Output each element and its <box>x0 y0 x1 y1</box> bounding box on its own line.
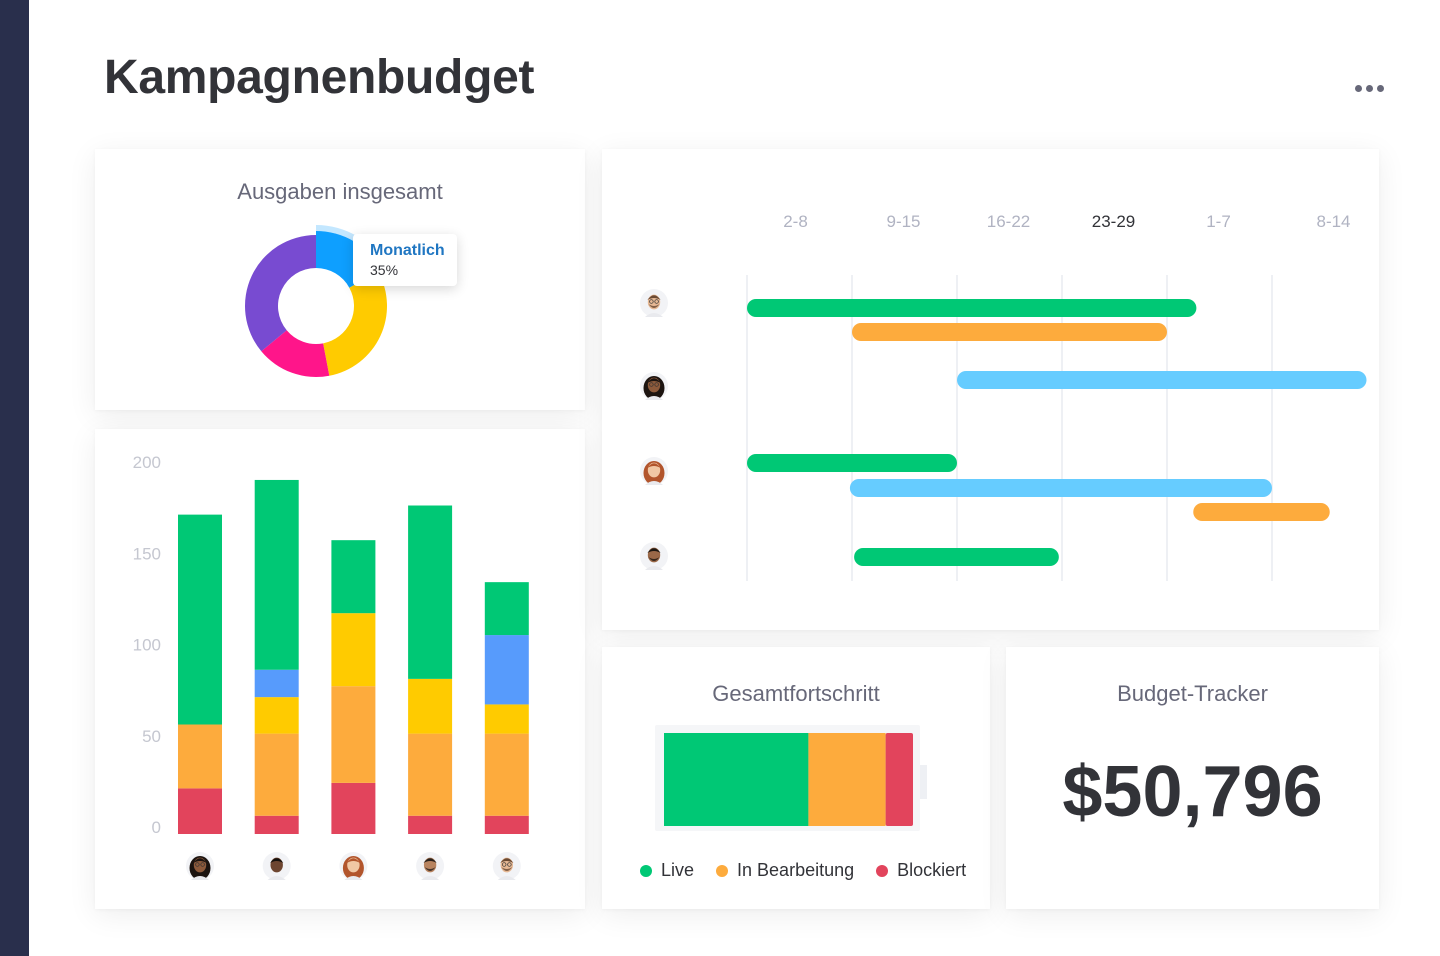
left-sidebar[interactable] <box>0 0 29 956</box>
timeline-column-label: 16-22 <box>987 212 1030 231</box>
avatar[interactable] <box>640 372 668 400</box>
stacked-bar-widget[interactable]: 200 150 100 50 0 <box>95 429 585 909</box>
bar-segment[interactable] <box>254 479 299 670</box>
budget-tracker-widget[interactable]: Budget-Tracker $50,796 <box>1006 647 1379 909</box>
y-tick-label: 50 <box>142 727 161 746</box>
legend-label: In Bearbeitung <box>737 860 855 880</box>
y-tick-label: 150 <box>133 544 161 563</box>
legend-dot <box>640 864 652 877</box>
bar-segment[interactable] <box>408 815 453 834</box>
bar-segment[interactable] <box>484 733 529 816</box>
timeline-task-bar[interactable] <box>849 479 1272 497</box>
timeline-column-label: 1-7 <box>1206 212 1231 231</box>
bar-segment[interactable] <box>254 815 299 834</box>
more-dot <box>1365 84 1373 92</box>
more-dot <box>1376 84 1384 92</box>
bar-segment[interactable] <box>331 613 376 687</box>
timeline-task-bar[interactable] <box>1193 503 1330 521</box>
timeline-column-label: 23-29 <box>1092 212 1135 231</box>
legend-label: Blockiert <box>897 860 967 880</box>
donut-slice[interactable] <box>244 235 316 352</box>
avatar[interactable] <box>339 852 368 880</box>
tooltip-label: Monatlich <box>370 242 445 259</box>
progress-segment[interactable] <box>885 733 913 826</box>
timeline-chart[interactable]: 2-8 9-15 16-22 23-29 1-7 8-14 <box>602 149 1379 630</box>
y-tick-label: 0 <box>152 818 161 837</box>
bar-segment[interactable] <box>484 582 529 636</box>
bar-segment[interactable] <box>331 540 376 614</box>
total-spend-widget[interactable]: Ausgaben insgesamt Monatlich 35% <box>95 149 585 410</box>
y-tick-label: 100 <box>133 636 161 655</box>
bar-segment[interactable] <box>331 782 376 834</box>
bar-segment[interactable] <box>254 669 299 698</box>
progress-segment[interactable] <box>664 733 809 826</box>
timeline-task-bar[interactable] <box>747 454 957 472</box>
widget-title: Gesamtfortschritt <box>712 681 880 706</box>
legend-item: Live <box>640 860 694 881</box>
y-tick-label: 200 <box>133 453 161 472</box>
widget-title: Ausgaben insgesamt <box>237 179 443 204</box>
timeline-column-label: 9-15 <box>886 212 920 231</box>
avatar[interactable] <box>262 852 291 880</box>
legend-dot <box>876 864 889 877</box>
timeline-task-bar[interactable] <box>854 548 1059 566</box>
donut-tooltip: Monatlich 35% <box>353 234 457 286</box>
timeline-task-bar[interactable] <box>852 323 1167 341</box>
widget-title: Budget-Tracker <box>1117 681 1268 706</box>
avatar[interactable] <box>492 852 521 880</box>
bar-segment[interactable] <box>178 724 222 789</box>
timeline-task-bar[interactable] <box>957 371 1367 389</box>
legend-item: Blockiert <box>876 860 966 881</box>
bar-segment[interactable] <box>254 697 299 734</box>
avatar[interactable] <box>640 542 668 570</box>
progress-battery <box>655 725 927 831</box>
avatar[interactable] <box>416 852 445 880</box>
timeline-task-bar[interactable] <box>747 299 1197 317</box>
timeline-column-label: 2-8 <box>783 212 808 231</box>
stacked-bar-chart[interactable]: 200 150 100 50 0 <box>95 429 585 909</box>
donut-chart[interactable] <box>95 149 585 410</box>
timeline-widget[interactable]: 2-8 9-15 16-22 23-29 1-7 8-14 <box>602 149 1379 630</box>
budget-value: $50,796 <box>1062 752 1323 832</box>
donut-slice[interactable] <box>261 330 330 377</box>
tooltip-value: 35% <box>370 262 399 278</box>
page-title: Kampagnenbudget <box>104 51 535 104</box>
progress-legend: Live In Bearbeitung Blockiert <box>640 860 988 881</box>
bar-segment[interactable] <box>484 815 529 834</box>
overall-progress-widget[interactable]: Gesamtfortschritt Live In Bearbeitung Bloc… <box>602 647 990 909</box>
legend-dot <box>716 864 729 877</box>
timeline-column-label: 8-14 <box>1316 212 1350 231</box>
bar-segment[interactable] <box>408 505 453 679</box>
donut-slice[interactable] <box>323 271 387 376</box>
bar-segment[interactable] <box>484 704 529 734</box>
bar-segment[interactable] <box>484 635 529 705</box>
bar-segment[interactable] <box>408 733 453 816</box>
bar-segment[interactable] <box>331 686 376 783</box>
avatar[interactable] <box>640 289 668 317</box>
avatar[interactable] <box>640 457 668 485</box>
bar-segment[interactable] <box>178 514 222 725</box>
progress-segment[interactable] <box>808 733 886 826</box>
bar-segment[interactable] <box>408 678 453 734</box>
more-dot <box>1354 84 1362 92</box>
bar-segment[interactable] <box>178 788 222 834</box>
legend-item: In Bearbeitung <box>716 860 854 881</box>
legend-label: Live <box>661 860 695 880</box>
bar-segment[interactable] <box>254 733 299 816</box>
more-options-icon[interactable] <box>1348 78 1390 98</box>
battery-cap <box>920 765 927 799</box>
avatar[interactable] <box>186 852 214 880</box>
